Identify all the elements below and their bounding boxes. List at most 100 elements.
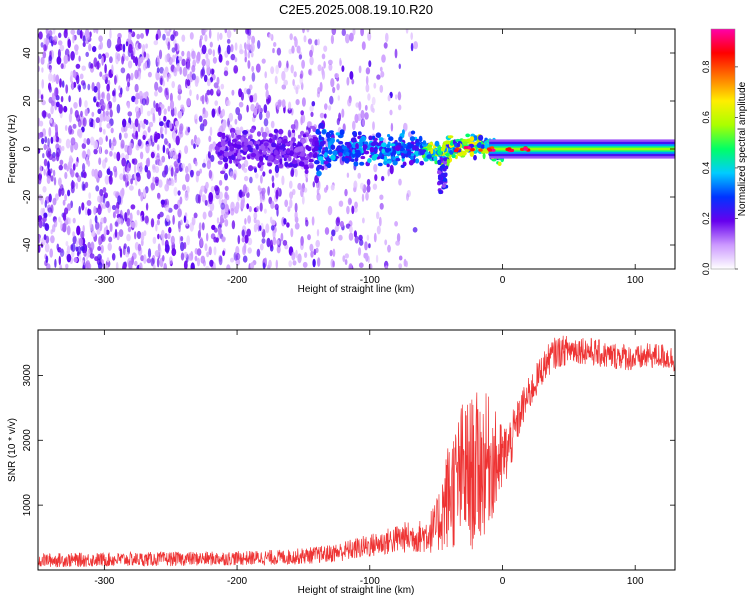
spectral-signal-mark xyxy=(255,140,260,145)
spectral-noise-mark xyxy=(80,230,85,239)
spectral-noise-mark xyxy=(261,58,266,64)
spectral-noise-mark xyxy=(43,169,46,176)
spectral-noise-mark xyxy=(364,112,369,120)
spectral-signal-mark xyxy=(379,151,383,158)
spectral-noise-mark xyxy=(130,72,134,81)
x-tick-label: -300 xyxy=(94,275,114,286)
spectral-noise-mark xyxy=(136,230,142,240)
spectral-noise-mark xyxy=(47,168,51,177)
spectral-noise-mark xyxy=(156,152,160,158)
spectral-tail-mark xyxy=(443,178,448,182)
spectral-noise-mark xyxy=(341,29,346,36)
spectral-noise-mark xyxy=(59,78,62,88)
spectral-noise-mark xyxy=(50,235,55,244)
spectral-noise-mark xyxy=(347,98,352,107)
spectral-noise-mark xyxy=(63,29,68,39)
spectral-noise-mark xyxy=(102,159,107,169)
spectral-noise-mark xyxy=(362,217,365,224)
x-tick-label: -200 xyxy=(227,275,247,286)
spectral-noise-mark xyxy=(74,110,79,118)
spectral-noise-mark xyxy=(60,220,63,230)
spectral-noise-mark xyxy=(40,42,44,48)
spectral-signal-mark xyxy=(394,145,401,152)
spectral-signal-mark xyxy=(336,139,340,143)
spectral-signal-mark xyxy=(430,149,434,155)
spectral-signal-mark xyxy=(385,147,390,153)
spectral-noise-mark xyxy=(351,78,355,85)
spectral-noise-mark xyxy=(66,203,72,211)
spectral-noise-mark xyxy=(38,176,42,185)
spectral-noise-mark xyxy=(244,218,247,225)
spectral-noise-mark xyxy=(44,243,50,253)
spectral-signal-mark xyxy=(386,144,391,148)
spectral-noise-mark xyxy=(208,210,213,218)
spectral-noise-mark xyxy=(105,264,109,269)
spectral-noise-mark xyxy=(170,167,174,177)
spectral-noise-mark xyxy=(131,95,136,103)
spectral-noise-mark xyxy=(78,237,84,247)
spectral-noise-mark xyxy=(131,255,135,266)
x-tick-label: -200 xyxy=(227,576,247,587)
spectral-noise-mark xyxy=(142,134,146,140)
spectral-noise-mark xyxy=(209,88,214,96)
spectral-noise-mark xyxy=(38,219,43,229)
spectral-signal-mark xyxy=(387,134,391,138)
spectral-signal-mark xyxy=(256,131,262,137)
spectral-noise-mark xyxy=(165,87,169,96)
spectral-noise-mark xyxy=(261,238,266,244)
spectral-noise-mark xyxy=(139,262,143,269)
spectral-signal-mark xyxy=(247,140,253,145)
spectral-signal-mark xyxy=(317,156,324,161)
spectral-signal-mark xyxy=(259,149,263,155)
spectral-noise-mark xyxy=(125,251,130,258)
spectral-noise-mark xyxy=(235,201,240,211)
spectral-noise-mark xyxy=(398,63,401,70)
spectral-noise-mark xyxy=(52,197,57,206)
spectral-noise-mark xyxy=(98,53,102,60)
spectral-noise-mark xyxy=(387,244,391,253)
spectral-noise-mark xyxy=(67,189,71,197)
spectral-noise-mark xyxy=(265,110,270,119)
spectral-noise-mark xyxy=(146,258,152,264)
spectral-signal-mark xyxy=(410,130,416,135)
spectral-noise-mark xyxy=(173,66,178,77)
spectral-noise-mark xyxy=(286,60,289,69)
spectral-noise-mark xyxy=(107,242,112,251)
spectral-noise-mark xyxy=(182,66,188,77)
spectral-noise-mark xyxy=(196,93,199,101)
spectral-noise-mark xyxy=(52,224,56,233)
spectral-noise-mark xyxy=(290,169,294,177)
spectral-noise-mark xyxy=(312,258,316,268)
spectrogram-marks xyxy=(38,29,675,269)
spectral-noise-mark xyxy=(55,136,60,143)
spectral-noise-mark xyxy=(162,254,165,262)
spectral-signal-mark xyxy=(357,131,362,136)
colorbar-ticks: 0.0 0.2 0.4 0.6 0.8 xyxy=(701,61,738,275)
spectral-noise-mark xyxy=(136,33,141,40)
spectral-noise-mark xyxy=(174,30,179,37)
spectral-noise-mark xyxy=(139,162,143,169)
spectral-noise-mark xyxy=(162,144,166,154)
spectral-noise-mark xyxy=(117,195,122,205)
spectral-noise-mark xyxy=(360,29,364,37)
spectral-noise-mark xyxy=(358,101,362,111)
spectral-noise-mark xyxy=(113,211,116,218)
spectral-noise-mark xyxy=(93,57,98,68)
spectral-signal-mark xyxy=(381,142,387,148)
spectral-noise-mark xyxy=(130,221,136,228)
spectral-noise-mark xyxy=(395,240,400,246)
spectral-noise-mark xyxy=(349,32,354,42)
spectral-noise-mark xyxy=(70,169,75,178)
spectral-noise-mark xyxy=(349,71,354,80)
spectral-noise-mark xyxy=(158,49,163,60)
spectral-noise-mark xyxy=(276,245,281,254)
spectral-noise-mark xyxy=(114,228,118,238)
spectral-noise-mark xyxy=(147,157,151,167)
spectral-noise-mark xyxy=(79,73,84,80)
spectral-noise-mark xyxy=(155,102,159,112)
spectral-signal-mark xyxy=(350,137,357,144)
spectral-noise-mark xyxy=(259,225,262,232)
spectral-noise-mark xyxy=(113,88,117,98)
spectral-noise-mark xyxy=(180,241,185,252)
